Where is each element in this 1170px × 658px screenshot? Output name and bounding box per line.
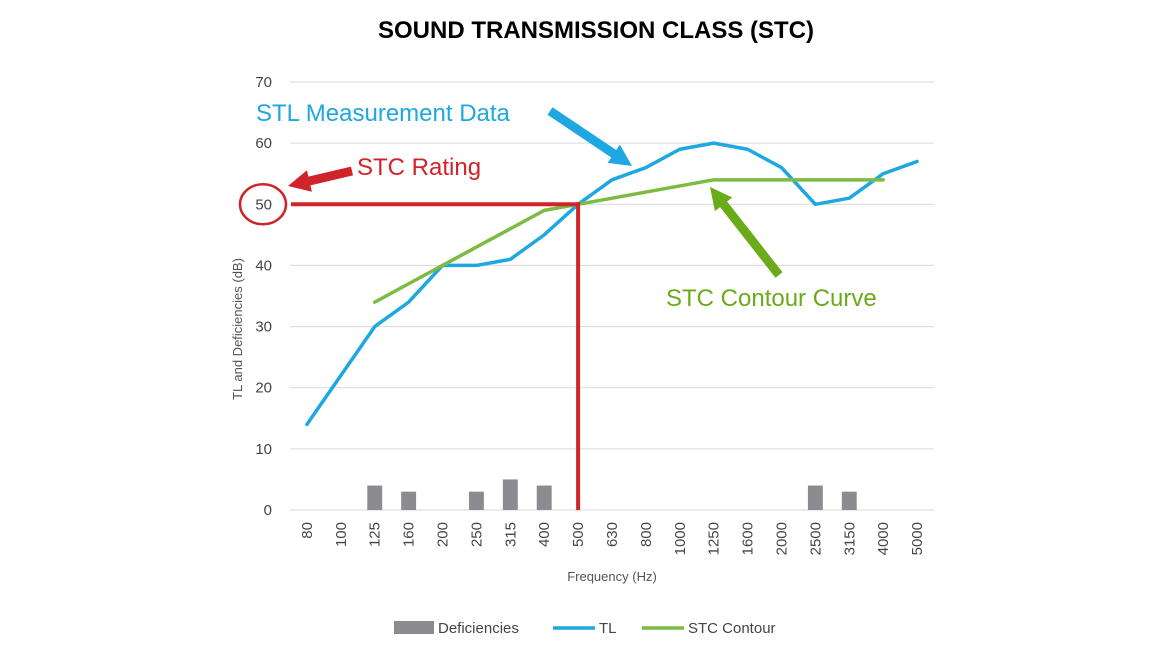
tl-line [305, 141, 919, 427]
legend-tl-label: TL [599, 620, 617, 637]
contour-arrow [710, 187, 783, 278]
x-tick-label: 1250 [706, 522, 723, 555]
y-axis-label: TL and Deficiencies (dB) [230, 258, 245, 400]
x-tick-label: 2000 [773, 522, 790, 555]
x-tick-labels: 80 100 125 160 200 250 315 400 500 630 800 1000 1250… [299, 522, 926, 555]
rating-arrow [288, 166, 354, 192]
y-tick-label: 30 [255, 319, 272, 336]
x-tick-label: 100 [333, 522, 350, 547]
deficiency-bar [807, 485, 823, 510]
legend-deficiencies-label: Deficiencies [438, 620, 519, 637]
deficiency-bar [367, 485, 383, 510]
x-tick-label: 2500 [807, 522, 824, 555]
x-tick-label: 3150 [841, 522, 858, 555]
x-tick-label: 800 [638, 522, 655, 547]
y-tick-label: 60 [255, 135, 272, 152]
y-tick-label: 40 [255, 257, 272, 274]
x-tick-label: 250 [468, 522, 485, 547]
deficiency-bar [502, 479, 518, 510]
x-axis-label: Frequency (Hz) [567, 569, 657, 584]
contour-label: STC Contour Curve [666, 285, 877, 312]
x-tick-label: 1000 [672, 522, 689, 555]
series-lines [305, 141, 919, 427]
rating-circle [238, 183, 288, 226]
x-tick-label: 200 [435, 522, 452, 547]
x-tick-label: 80 [299, 522, 316, 539]
annotations: STL Measurement Data STC Rating STC Contou… [256, 100, 877, 312]
legend: Deficiencies TL STC Contour [394, 620, 776, 637]
x-tick-label: 125 [367, 522, 384, 547]
y-tick-label: 0 [264, 502, 272, 519]
y-tick-label: 70 [255, 74, 272, 91]
x-tick-label: 4000 [875, 522, 892, 555]
y-tick-labels: 0 10 20 30 40 50 60 70 [255, 74, 272, 519]
deficiency-bar [468, 491, 484, 510]
legend-contour-label: STC Contour [688, 620, 776, 637]
deficiency-bar [536, 485, 552, 510]
rating-label: STC Rating [357, 154, 481, 181]
stl-arrow [547, 107, 632, 166]
chart-title: SOUND TRANSMISSION CLASS (STC) [378, 17, 814, 44]
x-tick-label: 160 [401, 522, 418, 547]
stc-contour-line [372, 178, 885, 304]
x-tick-label: 500 [570, 522, 587, 547]
legend-deficiencies-swatch [394, 621, 434, 634]
x-tick-label: 1600 [740, 522, 757, 555]
stl-label: STL Measurement Data [256, 100, 511, 127]
deficiency-bar [401, 491, 417, 510]
y-tick-label: 50 [255, 196, 272, 213]
deficiency-bars [367, 479, 857, 510]
x-tick-label: 630 [604, 522, 621, 547]
y-tick-label: 10 [255, 441, 272, 458]
x-tick-label: 400 [536, 522, 553, 547]
x-tick-label: 5000 [909, 522, 926, 555]
stc-rating-guides [238, 183, 581, 510]
x-tick-label: 315 [502, 522, 519, 547]
deficiency-bar [841, 491, 857, 510]
y-tick-label: 20 [255, 380, 272, 397]
